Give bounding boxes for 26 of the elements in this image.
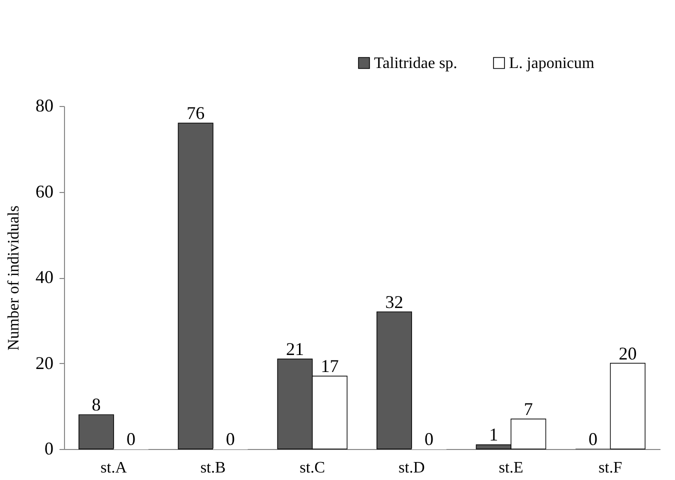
x-tick-label: st.D [398,460,425,476]
data-label: 7 [524,398,533,419]
y-axis-title: Number of individuals [6,206,22,350]
x-tick-label: st.F [598,460,622,476]
data-label: 76 [186,103,205,124]
y-tick-label: 40 [36,267,54,287]
x-tick-label: st.A [100,460,128,476]
data-label: 8 [92,394,101,415]
x-tick-label: st.E [498,460,524,476]
data-label: 0 [126,429,136,449]
legend-label: Talitridae sp. [374,55,458,72]
y-tick-label: 60 [36,181,54,202]
y-tick-label: 20 [36,352,54,373]
y-tick-label: 80 [36,96,54,116]
data-label: 21 [286,338,304,359]
data-label: 17 [320,356,339,376]
legend-label: L. japonicum [509,55,595,72]
data-label: 32 [385,292,404,312]
data-label: 0 [424,429,434,449]
data-label: 20 [618,343,637,364]
data-label: 0 [588,429,598,449]
data-label: 0 [226,429,235,449]
data-label: 1 [489,424,498,445]
y-tick-label: 0 [44,438,54,458]
x-tick-label: st.B [200,460,226,476]
x-tick-label: st.C [300,460,326,476]
